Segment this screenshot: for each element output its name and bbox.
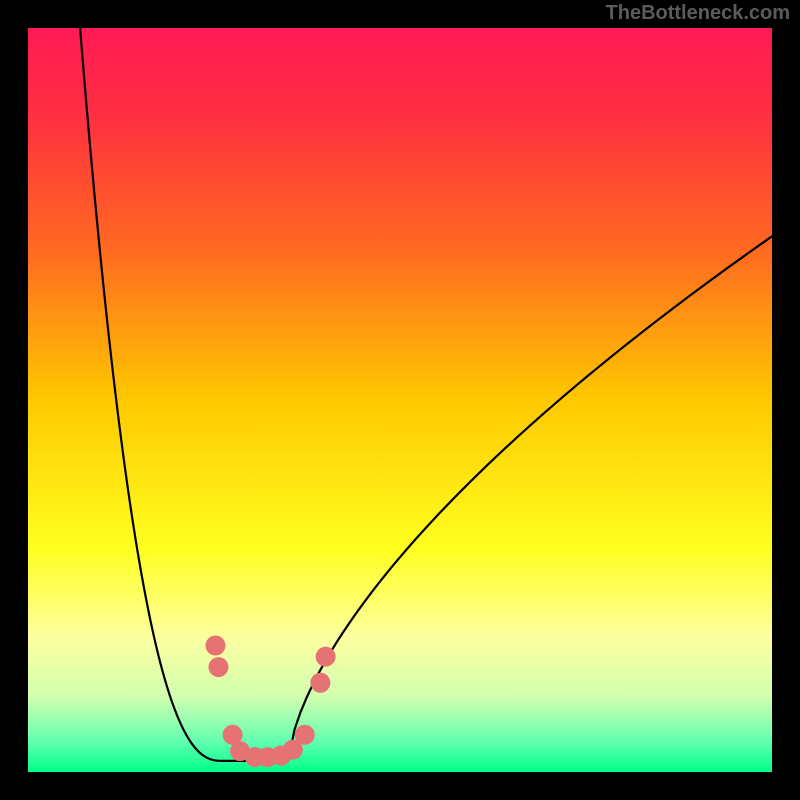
plot-area <box>28 28 772 772</box>
watermark-text: TheBottleneck.com <box>606 2 790 25</box>
marker-point <box>295 725 315 745</box>
marker-group <box>205 636 335 768</box>
chart-svg <box>28 28 772 772</box>
marker-point <box>310 673 330 693</box>
marker-point <box>208 657 228 677</box>
marker-point <box>316 647 336 667</box>
bottleneck-curve <box>80 28 772 761</box>
marker-point <box>205 636 225 656</box>
